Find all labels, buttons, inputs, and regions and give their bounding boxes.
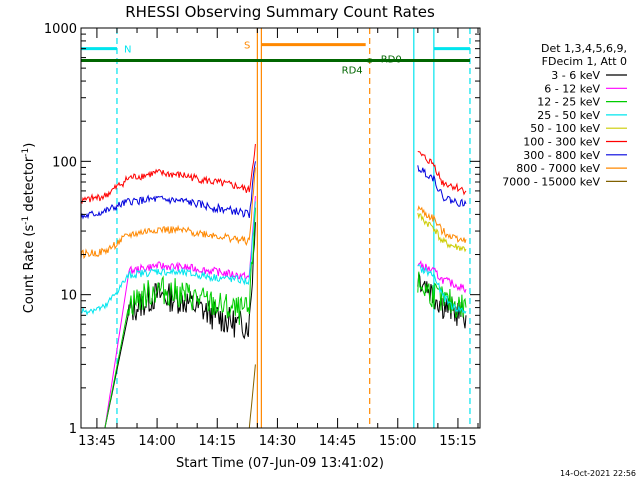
legend-label-300-800-kev: 300 - 800 keV (523, 149, 600, 162)
annotation-rd4: RD4 (342, 66, 363, 77)
series-line-800-7000-kev-0 (80, 167, 256, 260)
series-lines (80, 143, 467, 429)
footer-timestamp: 14-Oct-2021 22:56 (560, 469, 636, 478)
series-line-7000-15000-kev-0 (248, 364, 256, 429)
y-axis-ticks: 1 10 100 1000 (44, 22, 480, 437)
x-tick-label-15-15: 15:15 (439, 434, 476, 449)
y-tick-label-10: 10 (60, 289, 77, 304)
series-line-100-300-kev-0 (80, 143, 256, 204)
annotation-marker-rd (367, 58, 372, 63)
series-line-50-100-kev-0 (417, 212, 467, 253)
x-tick-label-14-00: 14:00 (138, 434, 175, 449)
x-tick-label-15-00: 15:00 (379, 434, 416, 449)
x-axis-ticks: 13:45 14:00 14:15 14:30 14:45 15:00 15:15 (78, 28, 479, 449)
series-line-800-7000-kev-1 (417, 205, 467, 243)
series-line-25-50-kev-0 (80, 201, 256, 317)
series-line-300-800-kev-1 (417, 165, 467, 207)
y-tick-label-100: 100 (52, 155, 77, 170)
x-tick-label-14-15: 14:15 (199, 434, 236, 449)
legend-label-25-50-kev: 25 - 50 keV (537, 109, 600, 122)
series-line-6-12-kev-0 (81, 195, 256, 429)
series-line-6-12-kev-1 (417, 260, 467, 294)
x-tick-label-13-45: 13:45 (78, 434, 115, 449)
plot-frame (80, 27, 481, 429)
legend-label-100-300-kev: 100 - 300 keV (523, 136, 600, 149)
legend-label-800-7000-kev: 800 - 7000 keV (516, 162, 600, 175)
legend-label-6-12-kev: 6 - 12 keV (544, 82, 600, 95)
y-tick-label-1: 1 (69, 422, 77, 437)
flag-bars (81, 43, 470, 63)
annotation-n: N (124, 45, 131, 56)
x-tick-label-14-45: 14:45 (319, 434, 356, 449)
series-line-300-800-kev-0 (80, 161, 256, 220)
annotation-s: S (244, 41, 250, 52)
legend: Det 1,3,4,5,6,9, FDecim 1, Att 0 3 - 6 k… (502, 42, 627, 188)
legend-label-12-25-kev: 12 - 25 keV (537, 96, 600, 109)
chart-title: RHESSI Observing Summary Count Rates (125, 3, 435, 21)
series-line-100-300-kev-1 (417, 150, 467, 196)
legend-header-line-2: FDecim 1, Att 0 (542, 55, 627, 68)
legend-label-50-100-kev: 50 - 100 keV (530, 122, 600, 135)
y-tick-label-1000: 1000 (44, 22, 77, 37)
series-line-12-25-kev-0 (81, 207, 256, 429)
legend-label-7000-15000-kev: 7000 - 15000 keV (502, 175, 600, 188)
x-tick-label-14-30: 14:30 (259, 434, 296, 449)
legend-header-line-1: Det 1,3,4,5,6,9, (541, 42, 627, 55)
vertical-markers (116, 28, 471, 428)
series-line-3-6-kev-0 (81, 222, 256, 429)
series-line-25-50-kev-1 (417, 264, 467, 315)
annotation-rd0: RD0 (381, 55, 402, 66)
x-axis-label: Start Time (07-Jun-09 13:41:02) (176, 456, 384, 471)
y-axis-label: Count Rate (s-1 detector-1) (21, 143, 37, 314)
annotations: N S RD4 RD0 (124, 41, 402, 77)
legend-label-3-6-kev: 3 - 6 keV (551, 69, 600, 82)
